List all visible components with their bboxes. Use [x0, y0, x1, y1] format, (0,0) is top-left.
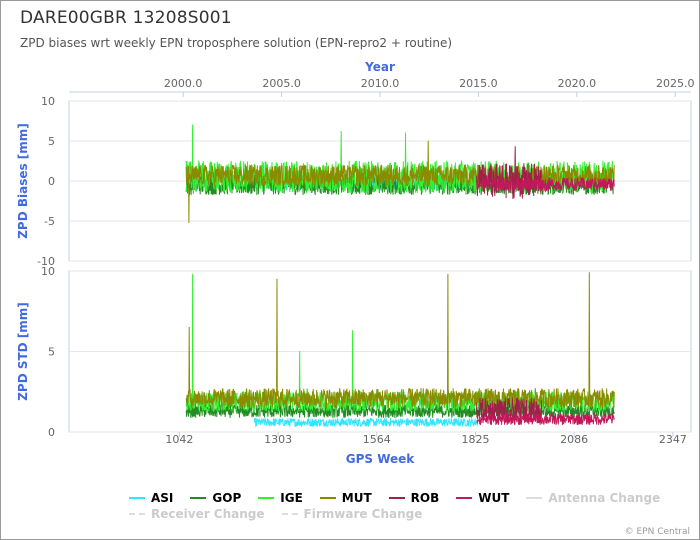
series-line-wut-std — [476, 413, 615, 426]
legend-swatch — [281, 513, 298, 515]
series-line-wut-bias — [476, 177, 615, 192]
x-tick-label: 1564 — [363, 433, 391, 446]
series-line-mut-std — [185, 272, 615, 409]
y-tick-label: 5 — [48, 135, 55, 148]
y-tick-label: -10 — [37, 255, 55, 268]
top-tick-label: 2005.0 — [262, 77, 301, 90]
chart-legend: ASI GOP IGE MUT ROB WUT Antenna Change Receive… — [129, 490, 689, 522]
x-tick-label: 1042 — [165, 433, 193, 446]
legend-item-asi[interactable]: ASI — [129, 491, 173, 505]
y-axis-title: ZPD STD [mm] — [16, 302, 30, 401]
legend-item-wut[interactable]: WUT — [456, 491, 509, 505]
chart-title: DARE00GBR 13208S001 — [20, 8, 232, 28]
legend-label: GOP — [212, 491, 242, 505]
legend-label: MUT — [341, 491, 372, 505]
legend-item-mut[interactable]: MUT — [319, 491, 372, 505]
chart-subtitle: ZPD biases wrt weekly EPN troposphere so… — [20, 36, 453, 50]
y-axis-title: ZPD Biases [mm] — [16, 123, 30, 239]
legend-label: ROB — [410, 491, 440, 505]
y-tick-label: 10 — [41, 265, 55, 278]
legend-item-firmware-change[interactable]: Firmware Change — [281, 507, 423, 521]
y-tick-label: 10 — [41, 95, 55, 108]
x-tick-label: 1825 — [461, 433, 489, 446]
legend-label: Antenna Change — [548, 491, 661, 505]
legend-label: Firmware Change — [303, 507, 423, 521]
y-tick-label: 5 — [48, 346, 55, 359]
legend-swatch — [456, 497, 473, 499]
y-tick-label: -5 — [44, 215, 55, 228]
x-tick-label: 1303 — [264, 433, 292, 446]
legend-item-receiver-change[interactable]: Receiver Change — [129, 507, 265, 521]
legend-swatch — [319, 497, 336, 499]
y-tick-label: 0 — [48, 426, 55, 439]
legend-swatch — [129, 513, 145, 515]
credit-label: © EPN Central — [624, 527, 690, 537]
legend-item-rob[interactable]: ROB — [388, 491, 440, 505]
top-tick-label: 2020.0 — [558, 77, 597, 90]
legend-swatch — [526, 497, 543, 499]
top-tick-label: 2015.0 — [459, 77, 498, 90]
legend-swatch — [190, 497, 207, 499]
legend-swatch — [258, 497, 275, 499]
legend-label: IGE — [280, 491, 303, 505]
x-tick-label: 2086 — [560, 433, 588, 446]
legend-label: Receiver Change — [151, 507, 265, 521]
top-tick-label: 2010.0 — [361, 77, 400, 90]
legend-swatch — [388, 497, 405, 499]
x-axis-title: GPS Week — [346, 452, 416, 466]
legend-label: WUT — [478, 491, 510, 505]
series-line-asi-std — [253, 417, 478, 427]
series-line-gop-std — [185, 404, 615, 418]
legend-label: ASI — [151, 491, 174, 505]
top-axis-title: Year — [364, 60, 395, 74]
legend-swatch — [129, 497, 145, 499]
y-tick-label: 0 — [48, 175, 55, 188]
legend-item-antenna-change[interactable]: Antenna Change — [526, 491, 660, 505]
top-tick-label: 2000.0 — [164, 77, 203, 90]
top-tick-label: 2025.0 — [656, 77, 695, 90]
legend-item-ige[interactable]: IGE — [258, 491, 303, 505]
x-tick-label: 2347 — [659, 433, 687, 446]
legend-item-gop[interactable]: GOP — [190, 491, 241, 505]
